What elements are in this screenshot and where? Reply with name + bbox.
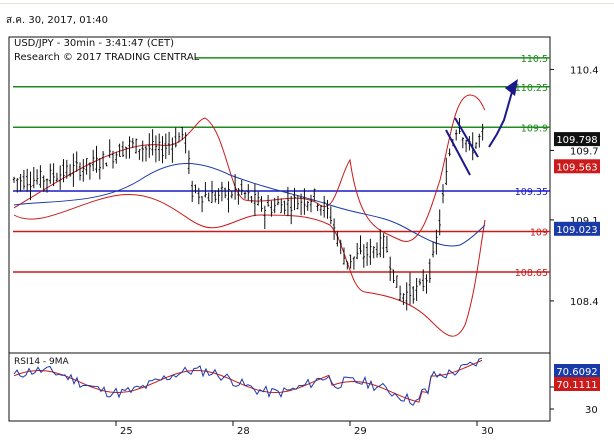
level-label-109: 109 (530, 227, 548, 238)
price-panel (8, 36, 551, 354)
bollinger-band-0 (13, 94, 486, 243)
x-tick-label-25: 25 (120, 426, 133, 437)
channel-line-upper (445, 129, 471, 176)
moving-average-line (13, 163, 486, 247)
rsi-lines (13, 357, 483, 406)
price-badge-109.798 (554, 132, 600, 147)
x-tick-label-30: 30 (481, 426, 494, 437)
rsi-line (13, 357, 483, 406)
level-label-110.25: 110.25 (515, 83, 548, 94)
header-datetime: ส.ค. 30, 2017, 01:40 (6, 15, 109, 26)
x-tick-label-29: 29 (354, 426, 367, 437)
level-label-108.65: 108.65 (515, 268, 548, 279)
x-tick-label-28: 28 (237, 426, 250, 437)
annotations (445, 79, 518, 176)
rsi-label: RSI14 - 9MA (14, 357, 70, 367)
bollinger-band-1 (13, 193, 486, 337)
level-label-109.9: 109.9 (521, 123, 548, 134)
y-tick-label-109.1: 109.1 (570, 216, 599, 227)
y-tick-label-110.4: 110.4 (570, 65, 599, 76)
bollinger-bands (13, 94, 486, 337)
candlesticks (12, 118, 484, 311)
rsi-panel (8, 352, 551, 422)
price-badge-text-109.798: 109.798 (556, 135, 597, 146)
header-divider (0, 3, 614, 4)
price-badge-109.023 (554, 221, 600, 236)
rsi-badge-text-70.6092: 70.6092 (556, 367, 597, 378)
channel-line-lower (454, 117, 479, 158)
header-bar: ส.ค. 30, 2017, 01:40 (0, 0, 614, 26)
level-label-110.5: 110.5 (521, 54, 548, 65)
rsi-badge-70.1111 (554, 377, 600, 391)
y-tick-label-109.7: 109.7 (570, 146, 599, 157)
price-badge-text-109.563: 109.563 (556, 162, 597, 173)
price-badge-text-109.023: 109.023 (556, 225, 597, 236)
chart-source-label: Research © 2017 TRADING CENTRAL (14, 52, 200, 63)
rsi-ma-line (13, 359, 483, 403)
level-label-109.35: 109.35 (515, 187, 548, 198)
rsi-badge-text-70.1111: 70.1111 (556, 380, 597, 391)
price-badge-109.563 (554, 159, 600, 174)
rsi-tick-label-30: 30 (585, 405, 598, 416)
y-tick-label-108.4: 108.4 (570, 297, 599, 308)
chart-symbol-label: USD/JPY - 30min - 3:41:47 (CET) (14, 38, 174, 49)
forecast-arrow-head (505, 79, 518, 96)
forecast-arrow-shaft (488, 91, 513, 148)
rsi-badge-70.6092 (554, 364, 600, 378)
axes-labels: 110.4 109.7 109.1 108.4 25 28 29 30 109.798 109.5… (115, 65, 600, 437)
